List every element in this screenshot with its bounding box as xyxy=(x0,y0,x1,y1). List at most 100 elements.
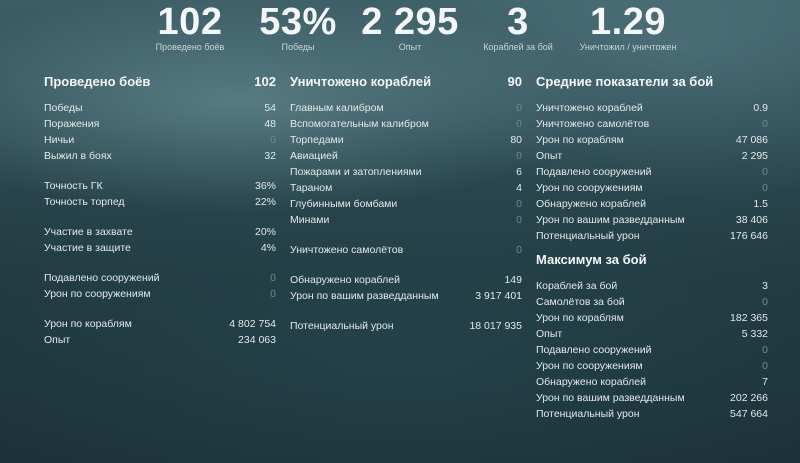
stat-value: 182 365 xyxy=(730,312,768,324)
stat-value: 0 xyxy=(270,272,276,284)
stat-label: Урон по сооружениям xyxy=(44,288,151,300)
stat-row: Потенциальный урон 176 646 xyxy=(536,228,768,244)
column-header: Проведено боёв 102 xyxy=(44,74,276,92)
summary-value: 2 295 xyxy=(361,1,459,43)
summary-stats: 102 Проведено боёв 53% Победы 2 295 Опыт… xyxy=(0,0,800,60)
stat-value: 547 664 xyxy=(730,408,768,420)
stat-value: 0 xyxy=(516,214,522,226)
stat-label: Уничтожено самолётов xyxy=(536,118,650,130)
summary-value: 3 xyxy=(507,1,529,43)
stat-label: Минами xyxy=(290,214,330,226)
stat-row: Опыт 234 063 xyxy=(44,332,276,348)
stat-row: Урон по сооружениям 0 xyxy=(536,180,768,196)
stat-value: 149 xyxy=(504,274,522,286)
stat-value: 38 406 xyxy=(735,214,768,226)
stat-row: Участие в захвате 20% xyxy=(44,224,276,240)
summary-battles: 102 Проведено боёв xyxy=(120,0,260,52)
column-title: Уничтожено кораблей xyxy=(290,74,432,89)
summary-value: 1.29 xyxy=(590,1,666,43)
stat-group: Победы 54 Поражения 48 Ничьи 0 Выжил в боях 32 xyxy=(44,100,276,164)
summary-kd-ratio: 1.29 Уничтожил / уничтожен xyxy=(558,0,698,52)
stat-row: Урон по сооружениям 0 xyxy=(44,286,276,302)
stat-row: Уничтожено самолётов 0 xyxy=(290,242,522,258)
summary-value: 102 xyxy=(157,1,223,43)
stat-group: Кораблей за бой 3 Самолётов за бой 0 Урон по… xyxy=(536,278,768,422)
stat-row: Урон по кораблям 4 802 754 xyxy=(44,316,276,332)
stat-label: Ничьи xyxy=(44,134,75,146)
stat-row: Потенциальный урон 18 017 935 xyxy=(290,318,522,334)
stat-value: 48 xyxy=(264,118,276,130)
stat-group: Участие в захвате 20% Участие в защите 4% xyxy=(44,224,276,256)
stat-row: Точность торпед 22% xyxy=(44,194,276,210)
stat-value: 3 xyxy=(762,280,768,292)
stat-row: Авиацией 0 xyxy=(290,148,522,164)
stat-value: 2 295 xyxy=(741,150,768,162)
stat-row: Точность ГК 36% xyxy=(44,178,276,194)
stat-label: Обнаружено кораблей xyxy=(536,198,646,210)
stat-value: 0 xyxy=(270,288,276,300)
stat-label: Самолётов за бой xyxy=(536,296,625,308)
stat-row: Потенциальный урон 547 664 xyxy=(536,406,768,422)
stat-value: 54 xyxy=(264,102,276,114)
stat-label: Урон по вашим разведданным xyxy=(290,290,439,302)
per-battle-column: Средние показатели за бой Уничтожено кор… xyxy=(536,74,768,422)
column-total: 102 xyxy=(254,74,276,89)
stat-label: Урон по сооружениям xyxy=(536,182,643,194)
stat-label: Уничтожено самолётов xyxy=(290,244,404,256)
stat-row: Поражения 48 xyxy=(44,116,276,132)
stat-value: 4% xyxy=(260,242,276,254)
stat-value: 18 017 935 xyxy=(469,320,522,332)
stat-label: Точность торпед xyxy=(44,196,125,208)
column-title: Проведено боёв xyxy=(44,74,151,89)
stat-value: 0 xyxy=(762,344,768,356)
stat-label: Подавлено сооружений xyxy=(536,344,652,356)
stat-value: 0 xyxy=(762,182,768,194)
stat-row: Подавлено сооружений 0 xyxy=(536,164,768,180)
stat-group: Уничтожено кораблей 0.9 Уничтожено самолёт… xyxy=(536,100,768,244)
stat-label: Участие в захвате xyxy=(44,226,133,238)
stat-value: 7 xyxy=(762,376,768,388)
summary-value: 53% xyxy=(259,1,337,43)
stat-label: Подавлено сооружений xyxy=(44,272,160,284)
stat-row: Пожарами и затоплениями 6 xyxy=(290,164,522,180)
stat-row: Самолётов за бой 0 xyxy=(536,294,768,310)
stat-label: Уничтожено кораблей xyxy=(536,102,643,114)
summary-wins: 53% Победы xyxy=(228,0,368,52)
stat-label: Выжил в боях xyxy=(44,150,112,162)
stat-row: Уничтожено самолётов 0 xyxy=(536,116,768,132)
stat-group: Подавлено сооружений 0 Урон по сооружениям… xyxy=(44,270,276,302)
stat-row: Обнаружено кораблей 7 xyxy=(536,374,768,390)
stat-value: 32 xyxy=(264,150,276,162)
stat-label: Опыт xyxy=(536,328,563,340)
stat-row: Ничьи 0 xyxy=(44,132,276,148)
stat-value: 0 xyxy=(762,118,768,130)
stat-value: 176 646 xyxy=(730,230,768,242)
summary-experience: 2 295 Опыт xyxy=(340,0,480,52)
stat-label: Опыт xyxy=(44,334,71,346)
stat-row: Опыт 2 295 xyxy=(536,148,768,164)
summary-ships-per-battle: 3 Кораблей за бой xyxy=(448,0,588,52)
stat-value: 202 266 xyxy=(730,392,768,404)
stat-row: Главным калибром 0 xyxy=(290,100,522,116)
column-title: Максимум за бой xyxy=(536,252,647,267)
stat-label: Урон по кораблям xyxy=(536,134,624,146)
stat-row: Урон по кораблям 182 365 xyxy=(536,310,768,326)
stat-value: 4 802 754 xyxy=(229,318,276,330)
stat-value: 5 332 xyxy=(741,328,768,340)
stat-value: 22% xyxy=(254,196,276,208)
stat-label: Обнаружено кораблей xyxy=(290,274,400,286)
stat-label: Урон по вашим разведданным xyxy=(536,392,685,404)
stat-row: Обнаружено кораблей 1.5 xyxy=(536,196,768,212)
stat-row: Торпедами 80 xyxy=(290,132,522,148)
stat-value: 0 xyxy=(516,102,522,114)
stat-row: Тараном 4 xyxy=(290,180,522,196)
stat-row: Подавлено сооружений 0 xyxy=(44,270,276,286)
stat-value: 0 xyxy=(270,134,276,146)
ships-destroyed-column: Уничтожено кораблей 90 Главным калибром 0… xyxy=(290,74,522,334)
stat-value: 0 xyxy=(516,244,522,256)
summary-label: Победы xyxy=(281,42,315,52)
stat-group: Главным калибром 0 Вспомогательным калибро… xyxy=(290,100,522,228)
stat-label: Точность ГК xyxy=(44,180,103,192)
stat-group: Точность ГК 36% Точность торпед 22% xyxy=(44,178,276,210)
stat-group: Уничтожено самолётов 0 xyxy=(290,242,522,258)
